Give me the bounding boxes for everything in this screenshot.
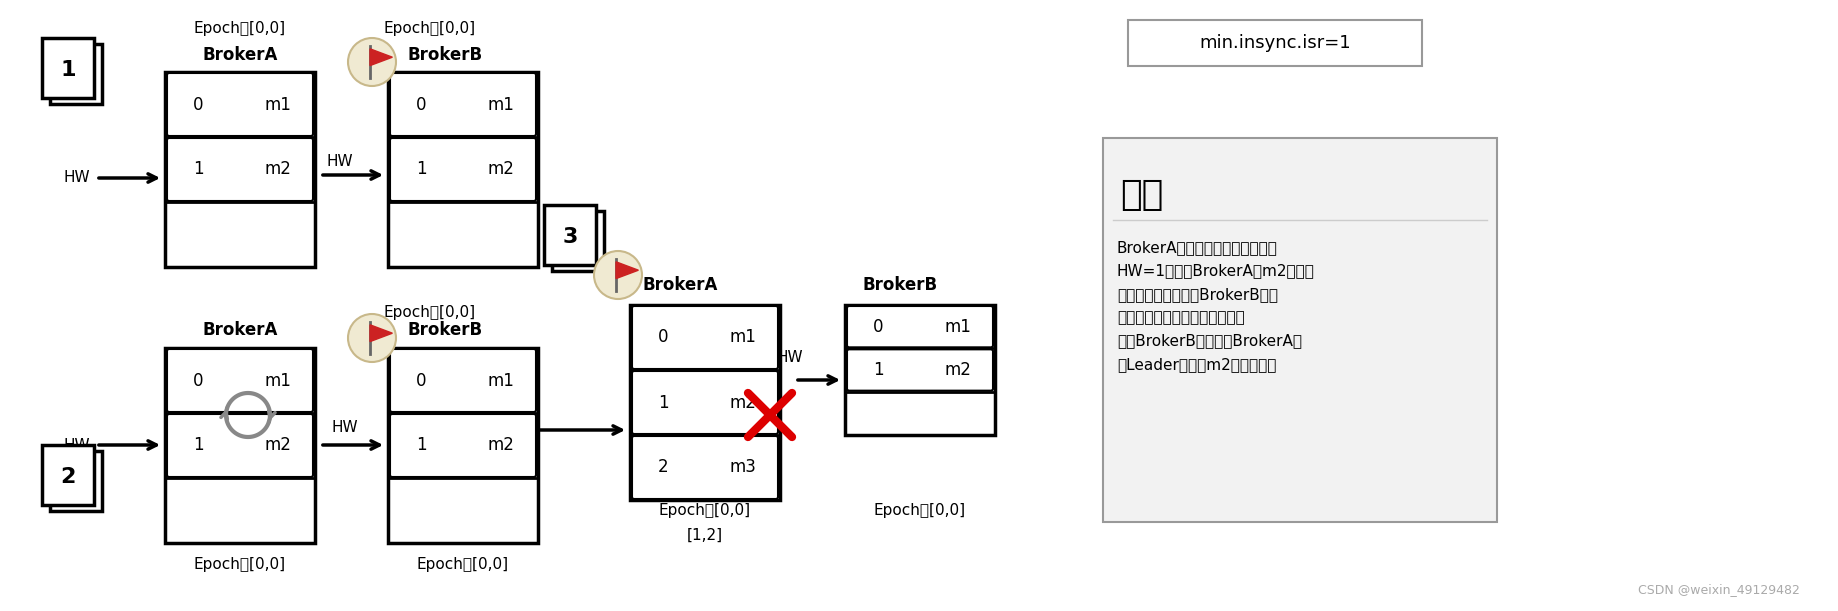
FancyBboxPatch shape [42, 445, 94, 505]
FancyBboxPatch shape [50, 44, 101, 104]
Text: Epoch：[0,0]: Epoch：[0,0] [417, 557, 509, 573]
Text: HW: HW [62, 170, 90, 186]
FancyBboxPatch shape [167, 349, 312, 412]
Text: m2: m2 [730, 393, 755, 411]
FancyBboxPatch shape [551, 211, 605, 271]
Text: BrokerA: BrokerA [202, 46, 278, 64]
Text: m2: m2 [487, 436, 515, 455]
Text: BrokerB: BrokerB [408, 321, 483, 339]
Bar [630, 305, 779, 500]
Bar [165, 348, 314, 543]
FancyBboxPatch shape [390, 73, 537, 136]
Text: 1: 1 [658, 393, 669, 411]
FancyBboxPatch shape [167, 138, 312, 201]
Text: [1,2]: [1,2] [687, 527, 722, 543]
Polygon shape [369, 325, 391, 342]
Text: BrokerB: BrokerB [408, 46, 483, 64]
Text: 0: 0 [658, 329, 669, 346]
FancyBboxPatch shape [167, 73, 312, 136]
FancyBboxPatch shape [632, 436, 777, 499]
Text: BrokerA: BrokerA [641, 276, 717, 294]
Text: HW: HW [331, 420, 358, 436]
Text: 0: 0 [415, 371, 426, 389]
Bar [845, 305, 994, 435]
Text: 2: 2 [61, 467, 75, 487]
Text: Epoch：[0,0]: Epoch：[0,0] [660, 502, 752, 518]
Text: m1: m1 [730, 329, 755, 346]
Text: m2: m2 [265, 161, 290, 178]
Polygon shape [369, 49, 391, 65]
Bar [388, 348, 539, 543]
Text: m1: m1 [487, 371, 515, 389]
Text: CSDN @weixin_49129482: CSDN @weixin_49129482 [1638, 584, 1799, 596]
Text: 1: 1 [415, 436, 426, 455]
Text: 3: 3 [562, 227, 577, 247]
Text: HW: HW [777, 351, 803, 365]
FancyBboxPatch shape [847, 349, 993, 390]
Bar [165, 72, 314, 267]
Polygon shape [616, 262, 638, 279]
Text: m3: m3 [730, 458, 755, 477]
Text: 说明: 说明 [1119, 178, 1163, 212]
Text: Epoch：[0,0]: Epoch：[0,0] [384, 21, 476, 35]
FancyBboxPatch shape [50, 451, 101, 511]
Text: Epoch：[0,0]: Epoch：[0,0] [195, 557, 287, 573]
Text: HW: HW [327, 155, 353, 169]
Text: BrokerA重启，由于自己的上次的
HW=1，所以BrokerA将m2截断，
丢弃，并且尝试连接BrokerB，下
载数据，就在尝试系在数据的时
候，Brok: BrokerA重启，由于自己的上次的 HW=1，所以BrokerA将m2截断， … [1118, 240, 1314, 372]
Text: min.insync.isr=1: min.insync.isr=1 [1198, 34, 1351, 52]
Text: m2: m2 [945, 361, 970, 379]
FancyBboxPatch shape [847, 306, 993, 347]
Text: 2: 2 [658, 458, 669, 477]
Text: m1: m1 [945, 318, 970, 335]
FancyBboxPatch shape [1103, 138, 1496, 522]
FancyBboxPatch shape [1129, 20, 1423, 66]
Text: 1: 1 [873, 361, 884, 379]
Text: HW: HW [62, 437, 90, 453]
Text: BrokerA: BrokerA [202, 321, 278, 339]
FancyBboxPatch shape [390, 414, 537, 477]
Text: 0: 0 [193, 95, 204, 114]
FancyBboxPatch shape [632, 371, 777, 434]
Text: 0: 0 [873, 318, 884, 335]
Text: 1: 1 [193, 436, 204, 455]
Text: Epoch：[0,0]: Epoch：[0,0] [873, 502, 967, 518]
FancyBboxPatch shape [632, 306, 777, 369]
Text: m1: m1 [265, 371, 290, 389]
Bar [388, 72, 539, 267]
Text: m1: m1 [265, 95, 290, 114]
Circle shape [594, 251, 641, 299]
FancyBboxPatch shape [42, 38, 94, 98]
FancyBboxPatch shape [390, 138, 537, 201]
Text: 1: 1 [61, 60, 75, 80]
Circle shape [347, 38, 395, 86]
Text: Epoch：[0,0]: Epoch：[0,0] [384, 304, 476, 320]
FancyBboxPatch shape [167, 414, 312, 477]
Text: HW: HW [496, 408, 522, 422]
Text: 1: 1 [415, 161, 426, 178]
Text: 0: 0 [415, 95, 426, 114]
FancyBboxPatch shape [544, 205, 596, 265]
Circle shape [347, 314, 395, 362]
FancyBboxPatch shape [390, 349, 537, 412]
Text: m2: m2 [265, 436, 290, 455]
Text: 0: 0 [193, 371, 204, 389]
Text: 1: 1 [193, 161, 204, 178]
Text: BrokerB: BrokerB [862, 276, 937, 294]
Text: Epoch：[0,0]: Epoch：[0,0] [195, 21, 287, 35]
Text: m2: m2 [487, 161, 515, 178]
Text: m1: m1 [487, 95, 515, 114]
